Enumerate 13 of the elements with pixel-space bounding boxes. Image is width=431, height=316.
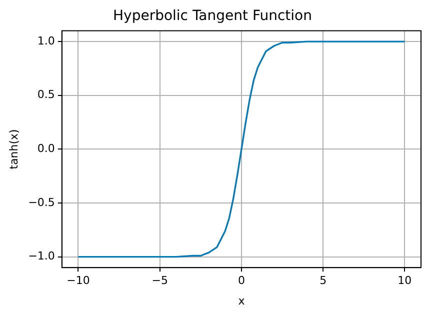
x-axis-title: x	[238, 294, 246, 308]
x-tick-label: 0	[238, 274, 245, 288]
chart-title: Hyperbolic Tangent Function	[113, 8, 312, 24]
x-tick-label: 10	[398, 274, 412, 288]
y-tick-label: 0.5	[37, 88, 55, 102]
y-tick-label: −0.5	[28, 196, 55, 209]
x-tick-label: −10	[66, 274, 90, 288]
y-axis-title: tanh(x)	[7, 129, 20, 170]
x-tick-label: −5	[152, 274, 168, 288]
x-tick-label: 5	[320, 274, 327, 288]
y-tick-label: −1.0	[28, 250, 55, 263]
y-tick-label: 0.0	[37, 142, 55, 156]
y-tick-label: 1.0	[37, 34, 55, 48]
